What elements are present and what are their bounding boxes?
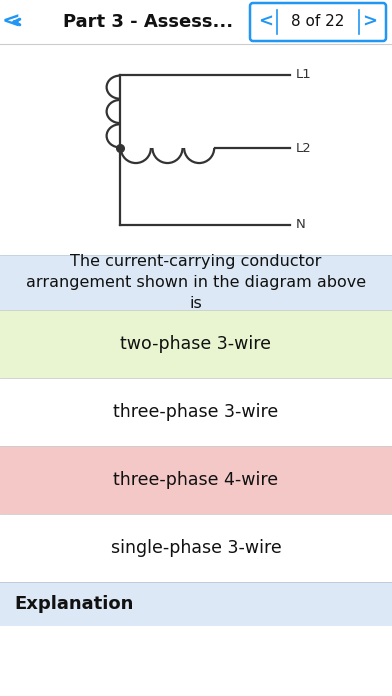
Text: L1: L1 [296,68,312,81]
Text: N: N [296,219,306,232]
Text: 8 of 22: 8 of 22 [291,15,345,29]
Text: Explanation: Explanation [14,595,133,613]
Bar [0,0,392,44]
Bar [0,310,392,378]
Text: three-phase 3-wire: three-phase 3-wire [113,403,279,421]
Bar [0,514,392,582]
Text: L2: L2 [296,141,312,155]
Text: <: < [258,13,274,31]
Text: two-phase 3-wire: two-phase 3-wire [120,335,272,353]
Text: <: < [2,12,20,32]
Bar [0,378,392,446]
Bar [0,255,392,310]
Text: Part 3 - Assess...: Part 3 - Assess... [63,13,233,31]
Bar [0,446,392,514]
Text: The current-carrying conductor
arrangement shown in the diagram above
is: The current-carrying conductor arrangeme… [26,254,366,311]
Bar [0,582,392,626]
Text: three-phase 4-wire: three-phase 4-wire [113,471,279,489]
FancyBboxPatch shape [250,3,386,41]
Text: single-phase 3-wire: single-phase 3-wire [111,539,281,557]
Text: >: > [363,13,377,31]
